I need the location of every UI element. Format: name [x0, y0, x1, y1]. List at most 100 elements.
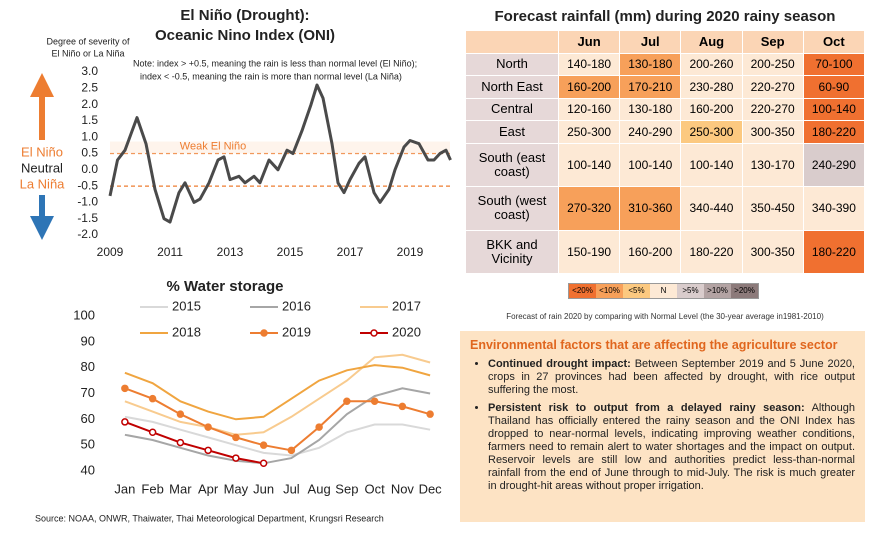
point	[121, 384, 129, 393]
point	[287, 446, 296, 455]
row-label: North	[465, 52, 559, 76]
x-tick-label: Feb	[141, 481, 163, 496]
oni-line	[108, 83, 452, 224]
column-header: Oct	[802, 30, 866, 54]
charts: El Niño (Drought): Oceanic Nino Index (O…	[20, 7, 452, 523]
column-header: Jul	[619, 30, 682, 54]
legend-label: 2016	[282, 298, 311, 313]
x-tick-label: 2019	[397, 245, 424, 259]
y-tick-label: -1.0	[77, 195, 98, 209]
y-tick-label: 2.0	[81, 97, 98, 111]
point	[315, 423, 323, 431]
table-legend: <20% <10% <5% N >5% >10% >20%	[568, 283, 759, 299]
table-cell: 220-270	[741, 97, 804, 121]
point	[426, 410, 434, 418]
row-label: North East	[465, 75, 559, 99]
table-cell: 300-350	[741, 120, 804, 144]
y-tick-label: 100	[73, 307, 95, 322]
table-cell: 170-210	[619, 75, 682, 99]
oni-title: El Niño (Drought):	[180, 7, 309, 24]
column-header: Jun	[557, 30, 621, 54]
y-note: El Niño or La Niña	[51, 48, 124, 58]
row-label: East	[465, 120, 559, 144]
x-tick-label: 2017	[337, 245, 364, 259]
x-tick-label: Aug	[308, 481, 331, 496]
table-cell: 310-360	[619, 186, 682, 231]
x-tick-label: Jun	[253, 481, 274, 496]
legend-item: <20%	[569, 284, 596, 298]
header-row: Jun Jul Aug Sep Oct	[465, 30, 866, 54]
legend-marker	[370, 329, 378, 337]
legend-item: >5%	[677, 284, 704, 298]
row-label: Central	[465, 97, 559, 121]
table-cell: 340-390	[802, 186, 866, 231]
table-cell: 250-300	[557, 120, 621, 144]
note: Note: index > +0.5, meaning the rain is …	[133, 58, 417, 68]
point	[148, 428, 157, 436]
y-tick-label: 0.0	[81, 162, 98, 176]
legend-item: N	[650, 284, 677, 298]
y-tick-label: 70	[81, 385, 95, 400]
series-line	[124, 387, 431, 465]
legend-label: 2015	[172, 298, 201, 313]
x-tick-label: Sep	[335, 481, 358, 496]
point	[343, 397, 351, 405]
series-line	[124, 415, 431, 457]
series-line	[124, 364, 431, 421]
table-cell: 240-290	[619, 120, 682, 144]
x-tick-label: Dec	[419, 481, 443, 496]
table-cell: 60-90	[802, 75, 866, 99]
point	[176, 410, 185, 418]
table-cell: 180-220	[802, 229, 866, 274]
y-tick-label: -0.5	[77, 178, 98, 192]
table-cell: 70-100	[802, 52, 866, 76]
y-tick-label: -1.5	[77, 211, 98, 225]
legend-caption: Forecast of rain 2020 by comparing with …	[506, 312, 824, 321]
legend-item: >10%	[704, 284, 731, 298]
row-label: South (west coast)	[465, 186, 559, 231]
legend-label: 2020	[392, 324, 421, 339]
y-tick-label: 1.5	[81, 113, 98, 127]
table-cell: 130-180	[619, 52, 682, 76]
legend-label: 2018	[172, 324, 201, 339]
legend-item: <10%	[596, 284, 623, 298]
table-cell: 100-140	[680, 142, 743, 187]
series-line	[124, 353, 431, 436]
y-tick-label: 50	[81, 437, 95, 452]
side-label: Neutral	[21, 160, 63, 175]
source: Source: NOAA, ONWR, Thaiwater, Thai Mete…	[35, 513, 384, 523]
point	[204, 446, 212, 455]
row-label: South (east coast)	[465, 142, 559, 187]
series-line	[124, 420, 264, 465]
y-tick-label: 3.0	[81, 64, 98, 78]
factors-box: Environmental factors that are affecting…	[460, 331, 865, 522]
factors-title: Environmental factors that are affecting…	[470, 338, 838, 352]
bullets: Continued drought impact: Between Septem…	[470, 358, 855, 493]
point	[398, 402, 407, 411]
y-tick-label: 80	[81, 359, 95, 374]
table-cell: 160-200	[619, 229, 682, 274]
table-row: North 140-180 130-180 200-260 200-250 70-100	[465, 52, 866, 76]
table-row: North East 160-200 170-210 230-280 220-270 60…	[465, 75, 866, 99]
point	[204, 423, 212, 431]
point	[232, 433, 240, 442]
note: index < -0.5, meaning the rain is more t…	[140, 71, 402, 81]
y-tick-label: 0.5	[81, 146, 98, 160]
table-cell: 100-140	[802, 97, 866, 121]
table-cell: 160-200	[557, 75, 621, 99]
y-tick-label: 60	[81, 411, 95, 426]
column-header: Sep	[741, 30, 804, 54]
y-tick-label: 90	[81, 333, 95, 348]
column-header: Aug	[680, 30, 743, 54]
legend-marker	[260, 329, 268, 337]
point	[259, 441, 268, 449]
side-label: El Niño	[21, 144, 63, 159]
table-cell: 200-260	[680, 52, 743, 76]
y-tick-label: -2.0	[77, 227, 98, 241]
y-tick-label: 2.5	[81, 80, 98, 94]
bullet-text: Although Thailand has officially entered…	[488, 402, 855, 492]
y-tick-label: 40	[81, 462, 95, 477]
table-cell: 100-140	[557, 142, 621, 187]
table-cell: 100-140	[619, 142, 682, 187]
